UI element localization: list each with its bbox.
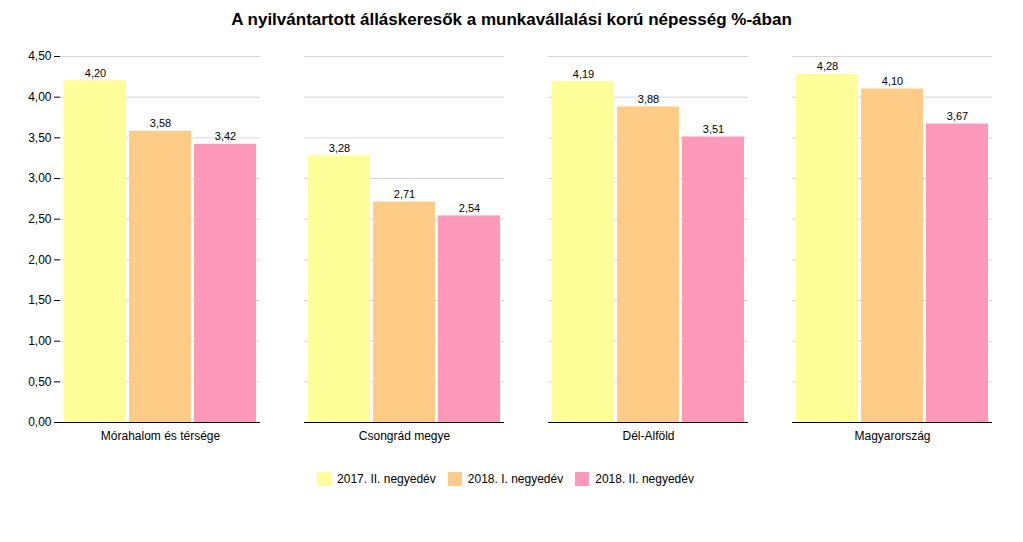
svg-text:4,19: 4,19: [573, 68, 594, 80]
svg-text:3,42: 3,42: [215, 130, 236, 142]
svg-text:4,20: 4,20: [85, 67, 106, 79]
svg-text:1,50: 1,50: [28, 293, 52, 307]
html-text:A nyilvántartott álláskeresők: A nyilvántartott álláskeresők a munkavál…: [231, 10, 792, 29]
svg-text:3,88: 3,88: [638, 93, 659, 105]
svg-text:3,50: 3,50: [28, 131, 52, 145]
svg-text:1,00: 1,00: [28, 334, 52, 348]
svg-text:3,00: 3,00: [28, 171, 52, 185]
html-text:2018. II. negyedév: 2018. II. negyedév: [595, 471, 694, 486]
svg-text:Dél-Alföld: Dél-Alföld: [622, 429, 674, 443]
svg-text:2,71: 2,71: [394, 188, 415, 200]
svg-text:2,50: 2,50: [28, 212, 52, 226]
svg-text:3,28: 3,28: [329, 142, 350, 154]
svg-text:0,00: 0,00: [28, 415, 52, 429]
svg-text:4,00: 4,00: [28, 90, 52, 104]
html-text:2017. II. negyedév: 2017. II. negyedév: [337, 471, 436, 486]
svg-text:0,50: 0,50: [28, 375, 52, 389]
svg-text:3,67: 3,67: [947, 110, 968, 122]
svg-text:3,51: 3,51: [703, 123, 724, 135]
html-text:2018. I. negyedév: 2018. I. negyedév: [467, 471, 564, 486]
svg-text:Mórahalom és térsége: Mórahalom és térsége: [101, 429, 221, 443]
svg-text:3,58: 3,58: [150, 117, 171, 129]
svg-text:Csongrád megye: Csongrád megye: [359, 429, 451, 443]
svg-text:Magyarország: Magyarország: [854, 429, 930, 443]
svg-text:2,00: 2,00: [28, 253, 52, 267]
svg-text:4,50: 4,50: [28, 49, 52, 63]
svg-text:4,10: 4,10: [882, 75, 903, 87]
svg-text:2,54: 2,54: [459, 202, 480, 214]
svg-text:4,28: 4,28: [817, 60, 838, 72]
